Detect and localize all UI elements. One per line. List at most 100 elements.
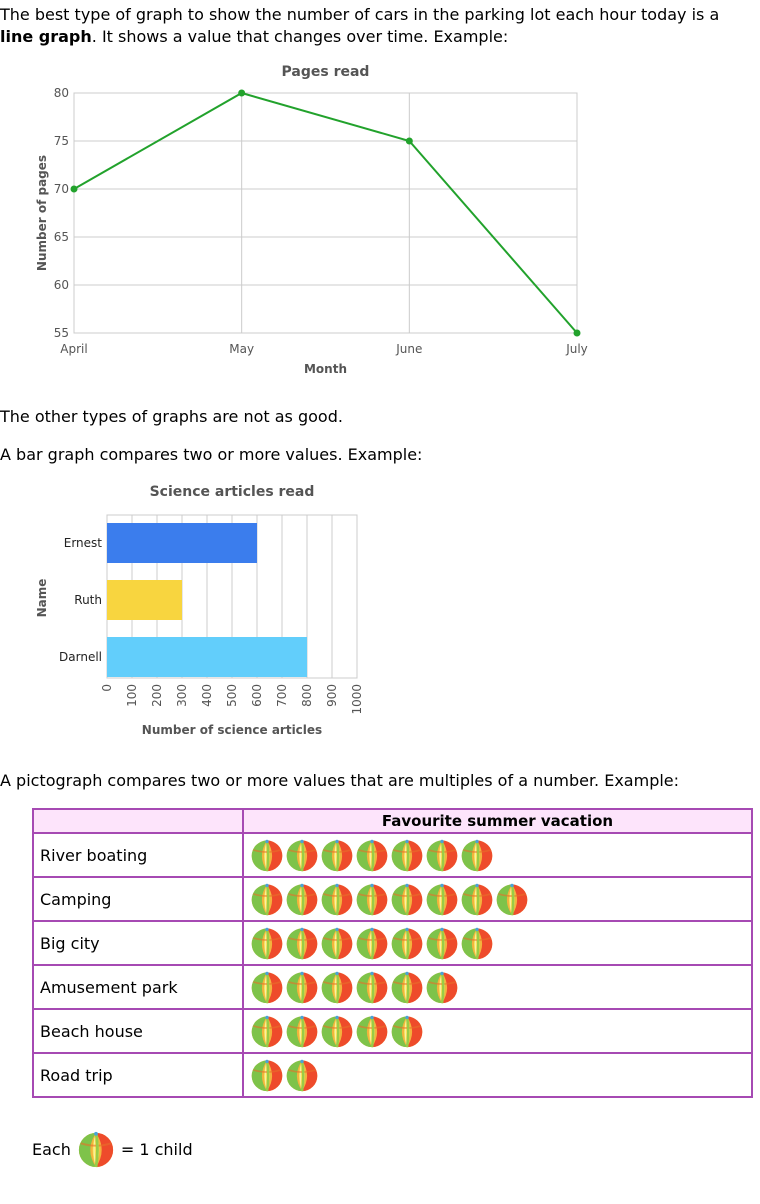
category-label: Ruth xyxy=(74,593,102,607)
data-point xyxy=(238,89,246,97)
pictograph-corner xyxy=(32,808,244,834)
beach-ball-icon xyxy=(390,970,424,1004)
pictograph-row: Camping xyxy=(32,876,753,922)
beach-ball-icon xyxy=(355,838,389,872)
bar xyxy=(107,580,182,620)
beach-ball-icon xyxy=(77,1130,115,1168)
y-tick-label: 55 xyxy=(54,326,69,340)
intro-paragraph: The best type of graph to show the numbe… xyxy=(0,4,756,48)
pictograph-row: Beach house xyxy=(32,1008,753,1054)
beach-ball-icon xyxy=(285,1058,319,1092)
chart-title: Pages read xyxy=(282,64,370,80)
intro-text-2: . It shows a value that changes over tim… xyxy=(91,27,509,46)
beach-ball-icon xyxy=(460,882,494,916)
beach-ball-icon xyxy=(250,926,284,960)
beach-ball-icon xyxy=(250,838,284,872)
pictograph-row-label: River boating xyxy=(32,832,244,878)
beach-ball-icon xyxy=(390,1014,424,1048)
x-tick-label: 900 xyxy=(325,684,339,707)
pictograph-row-icons xyxy=(242,876,753,922)
x-tick-label: July xyxy=(565,342,588,356)
pictograph-row-icons xyxy=(242,920,753,966)
chart-title: Science articles read xyxy=(150,484,315,500)
y-tick-label: 65 xyxy=(54,230,69,244)
beach-ball-icon xyxy=(320,838,354,872)
pictograph-row-label: Road trip xyxy=(32,1052,244,1098)
bar-graph-text: A bar graph compares two or more values.… xyxy=(0,445,423,464)
beach-ball-icon xyxy=(390,926,424,960)
data-point xyxy=(573,329,581,337)
x-tick-label: 800 xyxy=(300,684,314,707)
x-tick-label: 400 xyxy=(200,684,214,707)
bar-chart: 0 100 200 300 400 500 600 700 800 900 1000 Ernest Ru… xyxy=(35,484,364,737)
beach-ball-icon xyxy=(250,882,284,916)
data-point xyxy=(405,137,413,145)
pictograph-row-icons xyxy=(242,1008,753,1054)
beach-ball-icon xyxy=(355,882,389,916)
beach-ball-icon xyxy=(285,882,319,916)
x-tick-label: June xyxy=(395,342,422,356)
intro-text-1: The best type of graph to show the numbe… xyxy=(0,5,720,24)
x-tick-label: 300 xyxy=(175,684,189,707)
beach-ball-icon xyxy=(495,882,529,916)
pictograph-row: Amusement park xyxy=(32,964,753,1010)
beach-ball-icon xyxy=(320,970,354,1004)
y-axis-title: Number of pages xyxy=(35,155,49,271)
beach-ball-icon xyxy=(285,1014,319,1048)
x-tick-label: 200 xyxy=(150,684,164,707)
x-tick-label: April xyxy=(60,342,87,356)
beach-ball-icon xyxy=(285,838,319,872)
beach-ball-icon xyxy=(320,882,354,916)
key-each-label: Each xyxy=(32,1139,71,1159)
x-tick-label: 700 xyxy=(275,684,289,707)
y-tick-label: 75 xyxy=(54,134,69,148)
beach-ball-icon xyxy=(250,970,284,1004)
pictograph-table: Favourite summer vacation River boating C… xyxy=(32,808,753,1098)
beach-ball-icon xyxy=(425,838,459,872)
x-tick-label: 100 xyxy=(125,684,139,707)
beach-ball-icon xyxy=(320,1014,354,1048)
x-axis-title: Number of science articles xyxy=(142,723,322,737)
pictograph-text: A pictograph compares two or more values… xyxy=(0,771,680,790)
y-axis-title: Name xyxy=(35,579,49,618)
beach-ball-icon xyxy=(285,926,319,960)
category-label: Darnell xyxy=(59,650,102,664)
category-label: Ernest xyxy=(64,536,103,550)
beach-ball-icon xyxy=(460,838,494,872)
pictograph-row: River boating xyxy=(32,832,753,878)
beach-ball-icon xyxy=(425,926,459,960)
pictograph-title: Favourite summer vacation xyxy=(242,808,753,834)
beach-ball-icon xyxy=(460,926,494,960)
pictograph-row-icons xyxy=(242,964,753,1010)
x-tick-label: 1000 xyxy=(350,684,364,715)
beach-ball-icon xyxy=(355,926,389,960)
beach-ball-icon xyxy=(355,1014,389,1048)
key-value-label: = 1 child xyxy=(120,1139,193,1159)
pictograph-row-label: Amusement park xyxy=(32,964,244,1010)
pictograph-row-icons xyxy=(242,1052,753,1098)
other-types-text: The other types of graphs are not as goo… xyxy=(0,407,343,426)
beach-ball-icon xyxy=(425,970,459,1004)
x-tick-label: 600 xyxy=(250,684,264,707)
pictograph-row: Big city xyxy=(32,920,753,966)
beach-ball-icon xyxy=(425,882,459,916)
beach-ball-icon xyxy=(250,1014,284,1048)
bar xyxy=(107,523,257,563)
y-tick-label: 70 xyxy=(54,182,69,196)
pictograph-row: Road trip xyxy=(32,1052,753,1098)
beach-ball-icon xyxy=(285,970,319,1004)
pictograph-key: Each = 1 child xyxy=(32,1130,193,1168)
beach-ball-icon xyxy=(355,970,389,1004)
y-tick-label: 60 xyxy=(54,278,69,292)
pictograph-row-icons xyxy=(242,832,753,878)
x-axis-title: Month xyxy=(304,362,347,376)
y-tick-label: 80 xyxy=(54,86,69,100)
pictograph-row-label: Beach house xyxy=(32,1008,244,1054)
x-tick-label: 0 xyxy=(100,684,114,692)
beach-ball-icon xyxy=(250,1058,284,1092)
bar xyxy=(107,637,307,677)
x-tick-label: 500 xyxy=(225,684,239,707)
pictograph-row-label: Big city xyxy=(32,920,244,966)
line-chart: 55 60 65 70 75 80 April May June July Pages read Mo… xyxy=(35,64,588,376)
beach-ball-icon xyxy=(390,882,424,916)
